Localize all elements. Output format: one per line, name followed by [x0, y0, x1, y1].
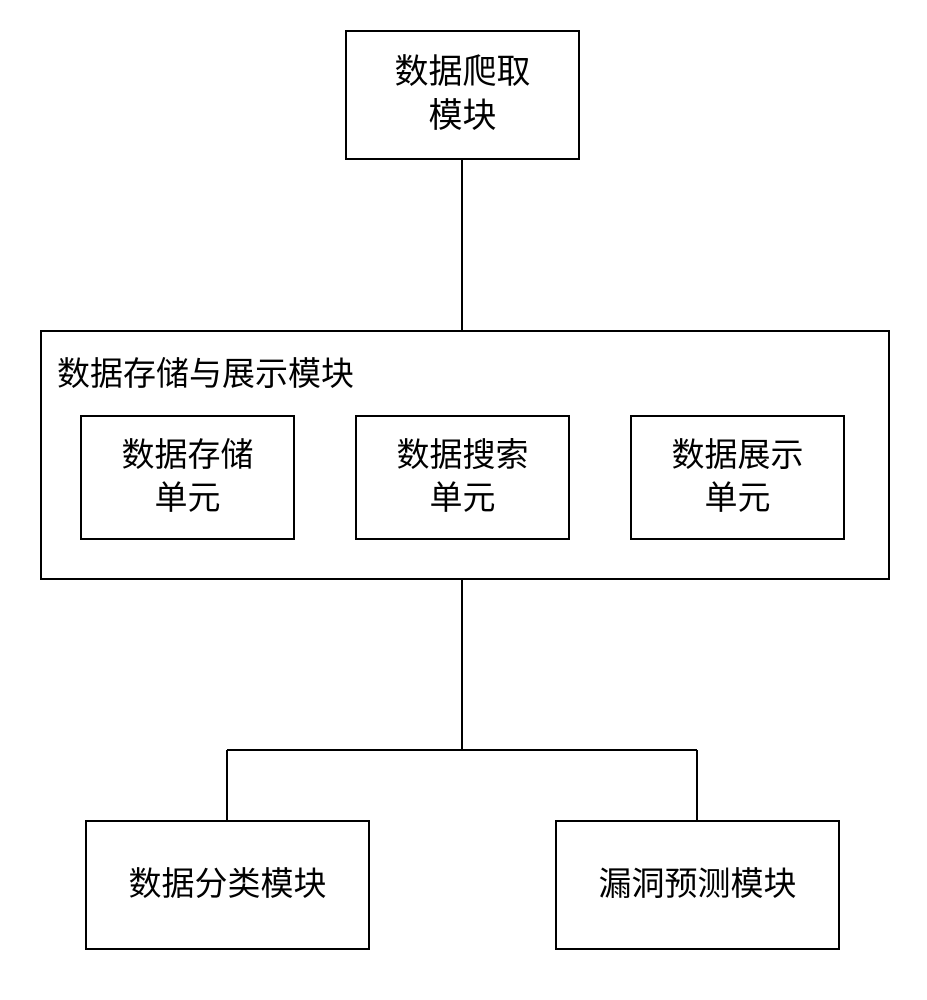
- connector-horizontal-split: [227, 749, 697, 751]
- node-data-classify: 数据分类模块: [85, 820, 370, 950]
- container-label: 数据存储与展示模块: [57, 347, 354, 395]
- node-data-search-unit: 数据搜索单元: [355, 415, 570, 540]
- node-data-search-unit-label: 数据搜索单元: [397, 435, 529, 521]
- connector-split-to-left: [226, 750, 228, 820]
- node-data-storage-unit-label: 数据存储单元: [122, 435, 254, 521]
- node-vulnerability-predict-label: 漏洞预测模块: [599, 864, 797, 907]
- container-label-text: 数据存储与展示模块: [57, 357, 354, 393]
- node-data-storage-unit: 数据存储单元: [80, 415, 295, 540]
- node-data-display-unit: 数据展示单元: [630, 415, 845, 540]
- node-data-crawl-label: 数据爬取模块: [395, 51, 531, 139]
- connector-split-to-right: [696, 750, 698, 820]
- node-data-display-unit-label: 数据展示单元: [672, 435, 804, 521]
- node-data-classify-label: 数据分类模块: [129, 864, 327, 907]
- connector-container-to-split: [461, 580, 463, 750]
- node-vulnerability-predict: 漏洞预测模块: [555, 820, 840, 950]
- node-data-crawl: 数据爬取模块: [345, 30, 580, 160]
- connector-top-to-container: [461, 160, 463, 330]
